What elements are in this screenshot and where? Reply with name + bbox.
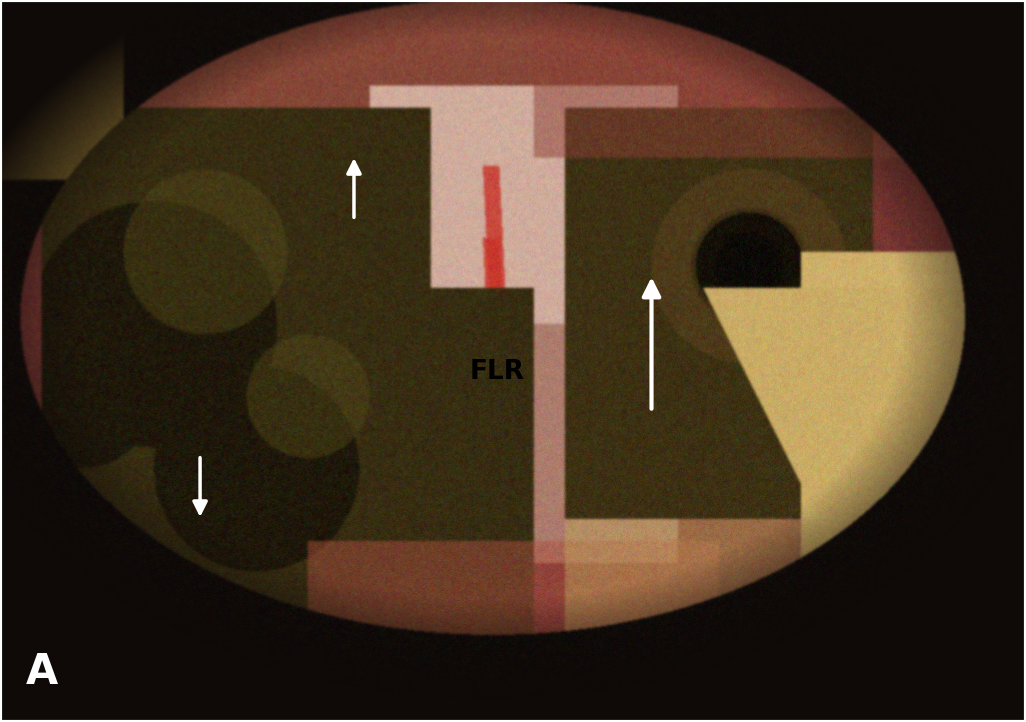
- Text: FLR: FLR: [470, 359, 525, 385]
- Text: A: A: [26, 651, 57, 693]
